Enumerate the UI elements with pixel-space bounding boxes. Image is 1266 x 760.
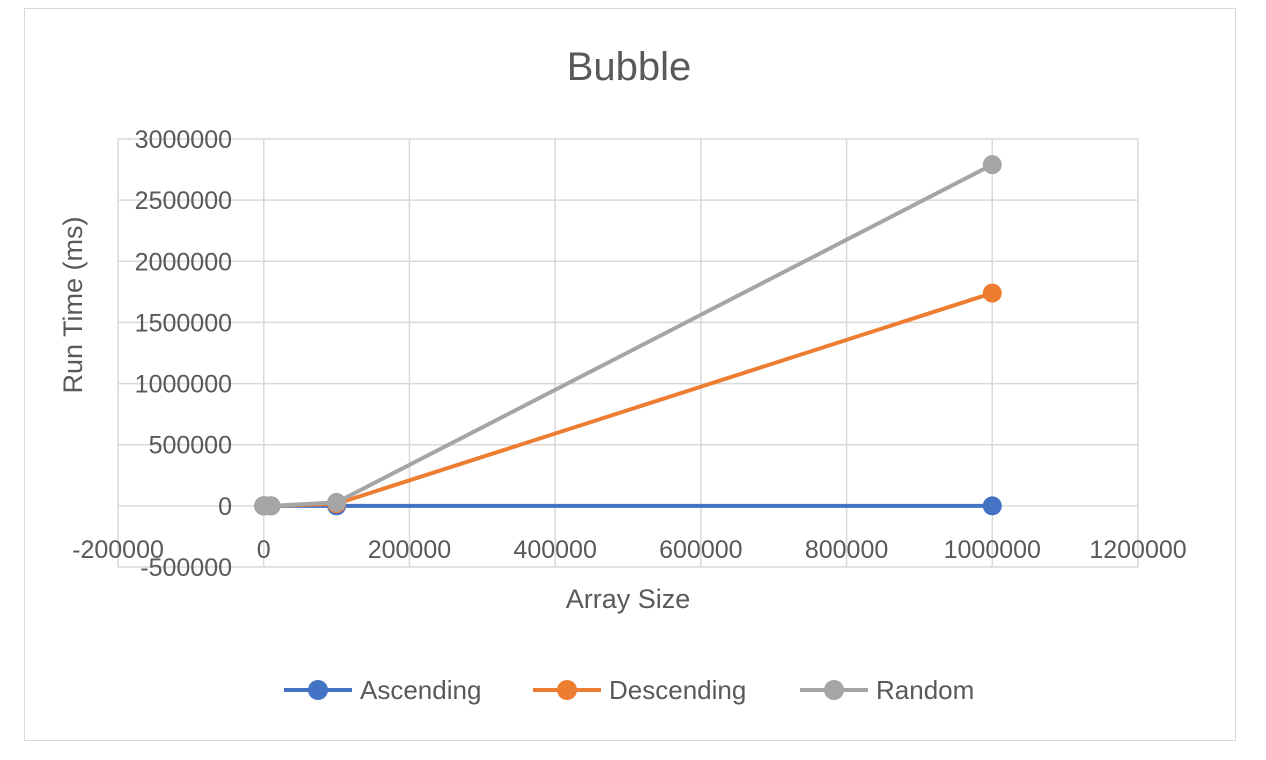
y-tick-label: 3000000 bbox=[135, 126, 232, 154]
legend-label: Ascending bbox=[360, 675, 481, 705]
chart-frame bbox=[24, 8, 1236, 741]
y-tick-label: 1500000 bbox=[135, 309, 232, 337]
x-tick-labels: -200000 0 200000 400000 600000 800000 1000000 1… bbox=[72, 536, 1187, 564]
data-point-descending bbox=[982, 283, 1002, 303]
x-tick-label: 600000 bbox=[659, 536, 742, 564]
x-tick-label: 1200000 bbox=[1089, 536, 1186, 564]
y-tick-label: 0 bbox=[218, 493, 232, 521]
x-tick-label: 200000 bbox=[368, 536, 451, 564]
y-tick-label: -500000 bbox=[140, 554, 232, 582]
x-tick-label: 0 bbox=[257, 536, 271, 564]
y-tick-label: 2000000 bbox=[135, 248, 232, 276]
series-descending bbox=[254, 283, 1002, 516]
series-line-descending bbox=[261, 291, 993, 508]
y-tick-label: 500000 bbox=[149, 432, 232, 460]
data-point-random bbox=[327, 492, 347, 512]
legend-item-descending: Descending bbox=[533, 675, 746, 705]
x-tick-label: 400000 bbox=[513, 536, 596, 564]
data-point-random bbox=[261, 496, 281, 516]
legend-label: Descending bbox=[609, 675, 746, 705]
series-lines bbox=[254, 155, 1002, 516]
y-tick-label: 1000000 bbox=[135, 371, 232, 399]
legend-item-ascending: Ascending bbox=[284, 675, 481, 705]
legend-marker bbox=[557, 680, 577, 700]
data-point-ascending bbox=[982, 496, 1002, 516]
y-tick-label: 2500000 bbox=[135, 187, 232, 215]
x-tick-label: 1000000 bbox=[944, 536, 1041, 564]
legend-item-random: Random bbox=[800, 675, 974, 705]
legend-marker bbox=[308, 680, 328, 700]
legend-marker bbox=[824, 680, 844, 700]
legend-label: Random bbox=[876, 675, 974, 705]
data-point-random bbox=[982, 155, 1002, 175]
x-tick-label: -200000 bbox=[72, 536, 164, 564]
chart-title: Bubble bbox=[567, 45, 692, 89]
series-line-random bbox=[261, 162, 994, 508]
legend: Ascending Descending Random bbox=[284, 675, 974, 705]
y-tick-labels: -500000 0 500000 1000000 1500000 2000000 25000… bbox=[135, 126, 232, 582]
series-ascending bbox=[254, 496, 1002, 516]
x-tick-label: 800000 bbox=[805, 536, 888, 564]
series-random bbox=[254, 155, 1002, 516]
y-axis-label: Run Time (ms) bbox=[58, 216, 88, 393]
x-axis-label: Array Size bbox=[566, 584, 691, 614]
